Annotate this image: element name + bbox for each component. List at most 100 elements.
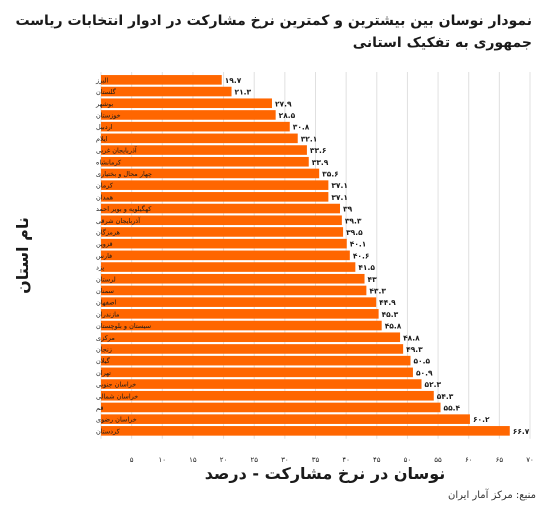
category-label: همدان [96, 193, 114, 201]
x-tick-label: ۱۵ [189, 456, 197, 464]
x-tick-label: ۱۰ [159, 456, 167, 464]
category-label: گلستان [96, 88, 117, 96]
bar [101, 156, 309, 167]
bar [101, 250, 350, 261]
bar [101, 75, 222, 85]
x-tick-label: ۲۰ [220, 456, 228, 464]
bar [101, 344, 404, 354]
category-labels: البرز گلستان بوشهر خوزستان اردبیل ایلام آذربای… [95, 76, 152, 435]
bars [101, 75, 510, 436]
value-label: ۴۵.۳ [382, 310, 399, 319]
bar [101, 86, 232, 97]
value-label: ۶۰.۲ [473, 415, 490, 424]
x-tick-labels: ۵ ۱۰ ۱۵ ۲۰ ۲۵ ۳۰ ۳۵ ۴۰ ۴۵ ۵۰ ۵۵ ۶۰ ۶۵ ۷۰ [130, 456, 534, 464]
x-tick-label: ۵۰ [404, 456, 412, 464]
value-label: ۴۵.۸ [385, 322, 402, 331]
value-label: ۴۱.۵ [358, 263, 375, 272]
category-label: زنجان [96, 345, 112, 353]
value-label: ۳۷.۱ [331, 181, 348, 190]
value-label: ۵۲.۳ [425, 380, 442, 389]
value-label: ۴۰.۶ [353, 251, 370, 260]
bar [101, 414, 470, 424]
category-label: بوشهر [95, 100, 113, 108]
value-label: ۳۹ [343, 205, 353, 214]
value-label: ۳۳.۹ [312, 158, 329, 167]
value-label: ۳۷.۱ [331, 193, 348, 202]
category-label: اصفهان [96, 299, 117, 307]
category-label: خراسان جنوبی [96, 381, 136, 389]
bar [101, 192, 329, 202]
value-label: ۳۳.۶ [310, 146, 327, 155]
bar [101, 379, 422, 389]
category-label: کرمانشاه [96, 158, 122, 166]
value-label: ۵۰.۵ [413, 357, 430, 366]
bar [101, 98, 272, 109]
category-label: قم [96, 404, 103, 412]
value-labels: ۱۹.۷ ۲۱.۳ ۲۷.۹ ۲۸.۵ ۳۰.۸ ۳۲.۱ ۳۳.۶ ۳۳.۹ ۳۵.۶ ۳۷.۱… [225, 76, 530, 436]
value-label: ۳۵.۶ [322, 169, 339, 178]
bar [101, 168, 320, 179]
value-label: ۲۸.۵ [279, 111, 296, 120]
x-tick-label: ۳۰ [281, 456, 289, 464]
category-label: آذربایجان غربی [96, 146, 138, 155]
bar [101, 390, 434, 401]
bar [101, 285, 367, 296]
value-label: ۴۹.۳ [406, 345, 423, 354]
bar [101, 332, 401, 343]
category-label: لرستان [96, 275, 116, 283]
category-label: یزد [96, 264, 104, 272]
category-label: فارس [96, 252, 112, 260]
x-tick-label: ۵۵ [434, 456, 442, 464]
bar [101, 426, 510, 436]
bar [101, 297, 377, 307]
value-label: ۳۲.۱ [301, 134, 318, 143]
category-label: چهار محال و بختیاری [96, 170, 152, 178]
x-tick-label: ۴۵ [373, 456, 381, 464]
x-tick-label: ۴۰ [342, 456, 350, 464]
category-label: تهران [96, 369, 111, 377]
value-label: ۴۳.۳ [369, 286, 386, 295]
category-label: آذربایجان شرقی [96, 216, 141, 225]
category-label: قزوین [96, 240, 113, 248]
value-label: ۲۷.۹ [275, 99, 292, 108]
x-tick-label: ۵ [130, 456, 134, 464]
bar [101, 203, 341, 214]
value-label: ۴۰.۱ [350, 240, 367, 249]
bar [101, 262, 356, 272]
category-label: خراسان شمالی [96, 392, 138, 400]
bar [101, 227, 344, 237]
x-tick-label: ۳۵ [312, 456, 320, 464]
value-label: ۴۸.۸ [403, 333, 420, 342]
category-label: کردستان [96, 427, 121, 435]
value-label: ۵۴.۳ [437, 392, 454, 401]
category-label: مرکزی [96, 334, 115, 342]
bar [101, 238, 347, 249]
bar [101, 273, 365, 284]
source-note: منبع: مرکز آمار ایران [448, 490, 536, 501]
bar [101, 145, 307, 155]
category-label: گیلان [96, 357, 111, 365]
x-tick-label: ۷۰ [526, 456, 534, 464]
value-label: ۳۰.۸ [293, 123, 310, 132]
value-label: ۵۵.۴ [444, 403, 461, 412]
bar [101, 180, 329, 190]
grid-lines [100, 72, 531, 439]
value-label: ۳۹.۵ [346, 228, 363, 237]
category-label: کرمان [96, 182, 114, 190]
x-tick-label: ۲۵ [250, 456, 258, 464]
category-label: سیستان و بلوچستان [96, 322, 151, 330]
category-label: هرمزگان [96, 228, 121, 236]
bar [101, 121, 290, 132]
chart-title: نمودار نوسان بین بیشترین و کمترین نرخ مش… [15, 13, 532, 51]
bar [101, 110, 276, 120]
category-label: سمنان [96, 287, 114, 295]
category-label: ایلام [96, 135, 108, 143]
bar [101, 367, 413, 378]
bar [101, 355, 411, 366]
value-label: ۵۰.۹ [416, 368, 433, 377]
value-label: ۲۱.۳ [235, 88, 252, 97]
bar [101, 320, 382, 331]
value-label: ۴۴.۹ [379, 298, 396, 307]
bar [101, 133, 298, 144]
bar [101, 309, 379, 319]
